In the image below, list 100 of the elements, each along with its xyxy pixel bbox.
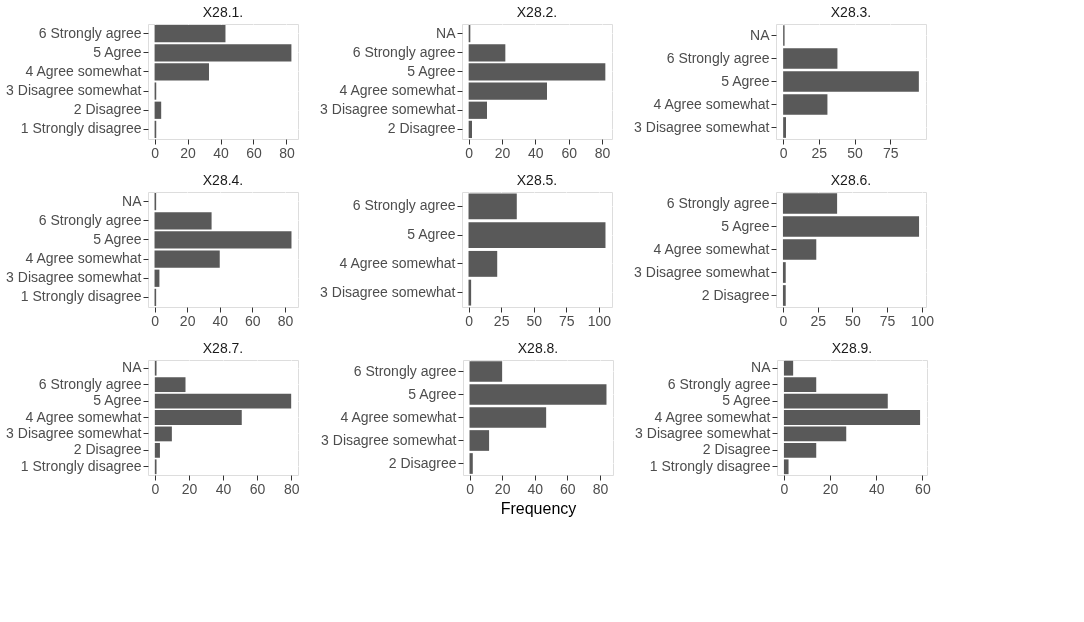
y-tick-label: 4 Agree somewhat (339, 82, 456, 99)
bar (468, 250, 498, 277)
y-tick-label: 5 Agree (722, 392, 771, 409)
y-tick-label: 6 Strongly agree (666, 194, 770, 211)
y-tick-label: 3 Disagree somewhat (320, 283, 456, 300)
bar (154, 212, 212, 230)
bar (469, 361, 503, 382)
x-tick-label: 80 (283, 480, 300, 497)
bar (783, 426, 847, 442)
x-tick-label: 50 (845, 312, 861, 329)
x-tick-label: 0 (465, 144, 474, 161)
x-tick-label: 80 (279, 144, 295, 161)
y-tick-label: 4 Agree somewhat (653, 240, 770, 257)
x-tick-label: 0 (465, 312, 474, 329)
bar (782, 262, 786, 283)
y-tick-label: NA (750, 26, 771, 43)
bar (783, 48, 838, 69)
y-tick-label: 5 Agree (721, 72, 770, 89)
bar (154, 393, 292, 409)
y-tick-label: 3 Disagree somewhat (6, 82, 142, 99)
x-tick-label: 40 (213, 144, 230, 161)
bar (783, 410, 921, 425)
bar (154, 426, 172, 442)
x-tick-label: 75 (879, 312, 896, 329)
x-tick-label: 0 (151, 144, 160, 161)
y-tick-label: 2 Disagree (73, 441, 142, 458)
y-tick-label: 4 Agree somewhat (654, 408, 771, 425)
y-tick-label: 3 Disagree somewhat (635, 424, 771, 441)
x-tick-label: 0 (466, 480, 475, 497)
y-tick-label: 1 Strongly disagree (649, 457, 771, 474)
x-tick-label: 80 (277, 312, 294, 329)
bar (469, 384, 607, 405)
x-tick-label: 25 (493, 312, 510, 329)
x-tick-label: 60 (561, 144, 578, 161)
y-tick-label: 4 Agree somewhat (339, 254, 456, 271)
x-tick-label: 0 (780, 480, 789, 497)
y-tick-label: 6 Strongly agree (38, 211, 142, 228)
bar (154, 24, 226, 43)
x-tick-label: 40 (212, 312, 229, 329)
y-tick-label: NA (122, 359, 143, 376)
chart-title: X28.2. (516, 4, 558, 20)
y-tick-label: 3 Disagree somewhat (320, 101, 456, 118)
y-tick-label: 4 Agree somewhat (25, 62, 142, 79)
y-tick-label: 1 Strongly disagree (20, 120, 142, 137)
chart-title: X28.1. (202, 4, 244, 20)
x-tick-label: 20 (180, 144, 197, 161)
x-tick-label: 40 (527, 480, 544, 497)
chart-title: X28.7. (202, 340, 244, 356)
chart-title: X28.6. (830, 172, 872, 188)
bar (154, 410, 242, 425)
y-tick-label: 6 Strongly agree (666, 49, 770, 66)
x-tick-label: 60 (245, 312, 261, 329)
y-tick-label: 4 Agree somewhat (25, 250, 142, 267)
bar (469, 407, 547, 428)
y-tick-label: 3 Disagree somewhat (6, 269, 142, 286)
chart-title: X28.5. (516, 172, 558, 188)
x-tick-label: 25 (811, 144, 828, 161)
y-tick-label: 6 Strongly agree (352, 197, 456, 214)
x-tick-label: 60 (560, 480, 576, 497)
x-tick-label: 60 (915, 480, 931, 497)
x-tick-label: 60 (249, 480, 266, 497)
y-tick-label: 5 Agree (93, 43, 142, 60)
y-tick-label: 2 Disagree (388, 454, 457, 471)
bar (469, 453, 473, 474)
bar (468, 222, 606, 249)
bar (468, 101, 487, 119)
bar (468, 44, 506, 62)
bar (782, 216, 920, 237)
y-tick-label: NA (122, 192, 143, 209)
bar (782, 193, 838, 214)
y-tick-label: 5 Agree (407, 226, 456, 243)
y-tick-label: 5 Agree (408, 385, 457, 402)
y-tick-label: 4 Agree somewhat (25, 408, 142, 425)
y-tick-label: 4 Agree somewhat (653, 95, 770, 112)
y-tick-label: 6 Strongly agree (38, 375, 142, 392)
chart-title: X28.9. (831, 340, 873, 356)
y-tick-label: 5 Agree (93, 392, 142, 409)
bar (469, 430, 490, 451)
y-tick-label: 2 Disagree (701, 286, 770, 303)
x-tick-label: 50 (526, 312, 543, 329)
bar (783, 393, 888, 409)
x-tick-label: 20 (822, 480, 839, 497)
y-tick-label: 2 Disagree (73, 101, 142, 118)
y-tick-label: NA (436, 24, 457, 41)
chart-title: X28.4. (202, 172, 244, 188)
bar (782, 285, 786, 306)
y-tick-label: 4 Agree somewhat (340, 408, 457, 425)
y-tick-label: 6 Strongly agree (667, 375, 771, 392)
chart-title: X28.8. (517, 340, 559, 356)
y-tick-label: 5 Agree (407, 62, 456, 79)
x-tick-label: 75 (559, 312, 575, 329)
x-tick-label: 20 (181, 480, 198, 497)
x-tick-label: 40 (528, 144, 544, 161)
chart-title: X28.3. (830, 4, 872, 20)
y-tick-label: NA (751, 359, 772, 376)
x-tick-label: 100 (587, 312, 612, 329)
y-tick-label: 3 Disagree somewhat (321, 431, 457, 448)
x-tick-label: 40 (868, 480, 885, 497)
x-tick-label: 0 (779, 144, 788, 161)
x-axis-title: Frequency (500, 499, 577, 517)
